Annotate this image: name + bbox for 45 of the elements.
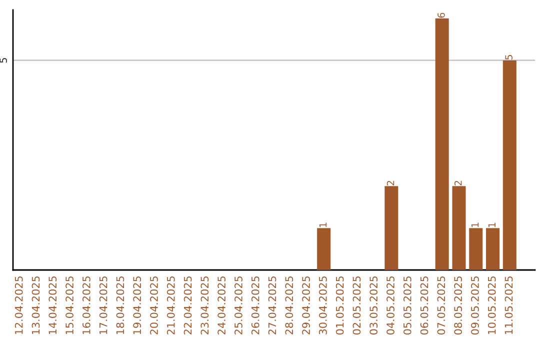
x-tick-label: 04.05.2025 bbox=[386, 276, 394, 335]
bar bbox=[435, 18, 449, 270]
x-tick-label: 19.04.2025 bbox=[133, 276, 142, 334]
data-label: 6 bbox=[438, 12, 445, 18]
x-tick-label: 25.04.2025 bbox=[234, 276, 242, 334]
x-tick-label: 11.05.2025 bbox=[504, 276, 513, 334]
x-tick-label: 24.04.2025 bbox=[218, 276, 226, 334]
data-label: 1 bbox=[471, 222, 479, 227]
x-tick-label: 15.04.2025 bbox=[66, 276, 74, 334]
x-tick-label: 06.05.2025 bbox=[420, 276, 428, 335]
x-tick-label: 18.04.2025 bbox=[116, 276, 124, 334]
bar bbox=[469, 228, 483, 270]
x-tick-label: 29.04.2025 bbox=[302, 276, 310, 334]
x-tick-label: 17.04.2025 bbox=[99, 276, 108, 334]
x-tick-label: 20.04.2025 bbox=[150, 276, 158, 334]
bar bbox=[384, 186, 398, 270]
bar bbox=[486, 228, 500, 270]
x-tick-label: 28.04.2025 bbox=[285, 276, 294, 334]
x-tick-label: 07.05.2025 bbox=[437, 276, 446, 335]
x-tick-label: 16.04.2025 bbox=[82, 276, 90, 334]
x-tick-label: 12.04.2025 bbox=[14, 276, 23, 334]
data-label: 1 bbox=[488, 222, 496, 227]
x-tick-label: 03.05.2025 bbox=[370, 276, 378, 335]
bar bbox=[452, 186, 466, 270]
bar bbox=[317, 228, 331, 270]
x-tick-label: 22.04.2025 bbox=[184, 276, 192, 334]
x-tick-label: 10.05.2025 bbox=[488, 276, 496, 334]
x-tick-label: 30.04.2025 bbox=[318, 276, 327, 334]
x-tick-label: 09.05.2025 bbox=[471, 276, 479, 335]
data-label: 2 bbox=[386, 180, 394, 186]
x-tick-label: 13.04.2025 bbox=[32, 276, 40, 334]
data-label: 5 bbox=[505, 54, 512, 60]
x-tick-label: 21.04.2025 bbox=[166, 276, 175, 334]
x-tick-label: 23.04.2025 bbox=[200, 276, 209, 334]
x-tick-label: 27.04.2025 bbox=[268, 276, 276, 334]
x-tick-label: 08.05.2025 bbox=[454, 276, 462, 335]
bar bbox=[502, 60, 516, 270]
ref-line-label: 5 bbox=[0, 58, 7, 63]
data-label: 1 bbox=[319, 222, 327, 227]
data-label: 2 bbox=[454, 180, 462, 186]
x-tick-label: 05.05.2025 bbox=[403, 276, 412, 335]
x-tick-label: 01.05.2025 bbox=[336, 276, 344, 335]
x-tick-label: 14.04.2025 bbox=[48, 276, 57, 334]
x-tick-label: 26.04.2025 bbox=[251, 276, 260, 334]
x-tick-label: 02.05.2025 bbox=[352, 276, 361, 335]
